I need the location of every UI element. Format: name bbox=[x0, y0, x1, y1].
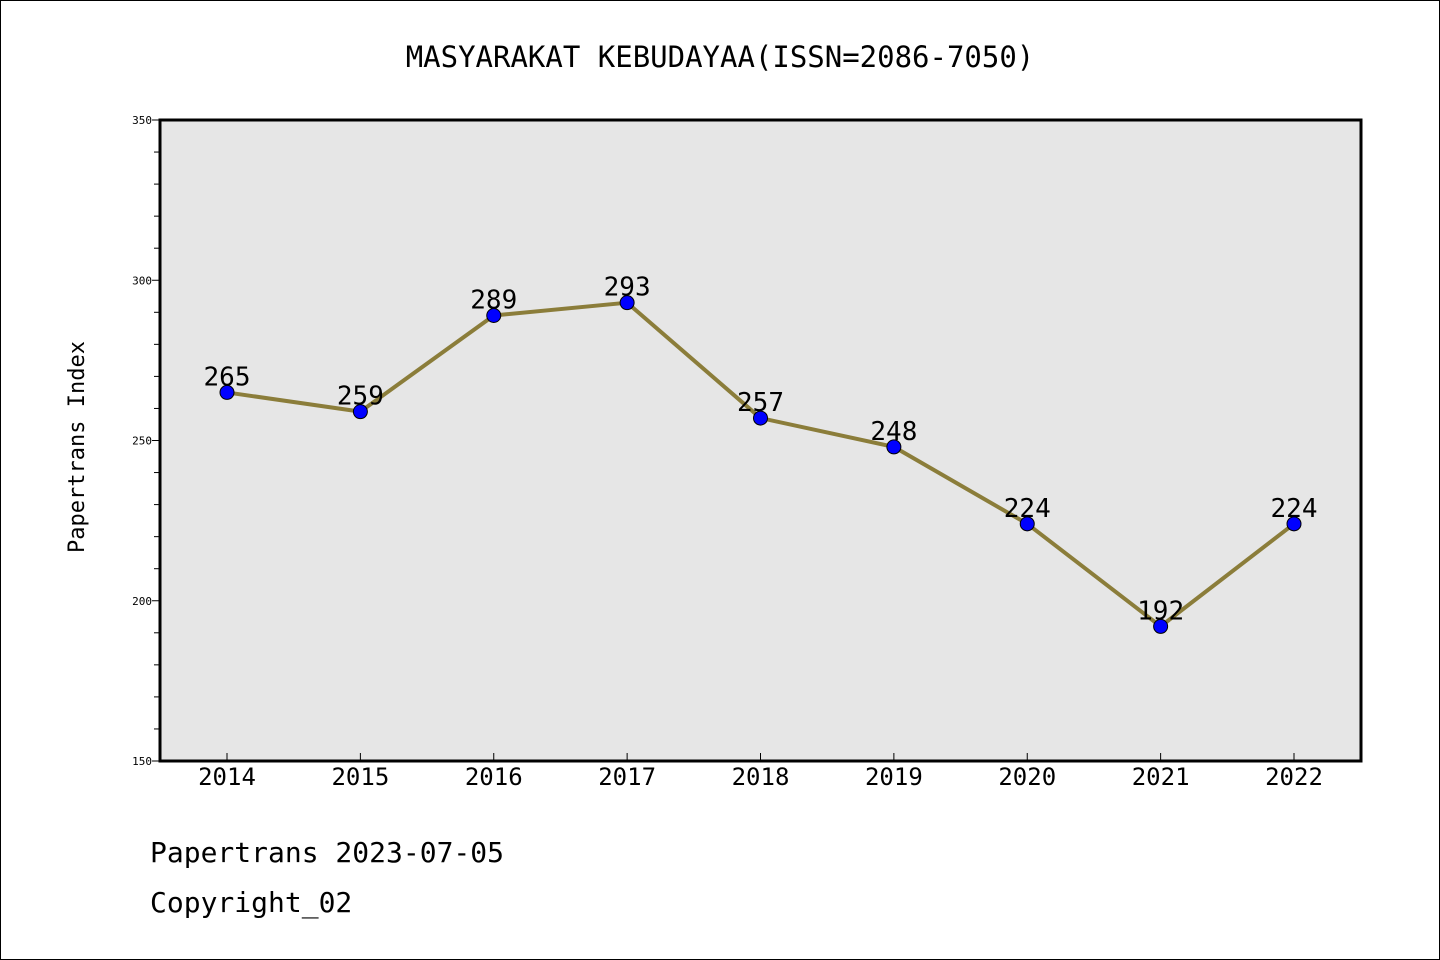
data-point-marker bbox=[352, 404, 368, 420]
y-tick-label: 350 bbox=[132, 114, 152, 127]
x-tick-label: 2015 bbox=[331, 763, 389, 791]
data-label: 257 bbox=[737, 388, 784, 418]
footer-date-text: Papertrans 2023-07-05 bbox=[150, 836, 505, 869]
x-tick-label: 2021 bbox=[1132, 763, 1190, 791]
x-tick-label: 2022 bbox=[1265, 763, 1323, 791]
chart-title: MASYARAKAT KEBUDAYAA(ISSN=2086-7050) bbox=[406, 40, 1035, 74]
data-point-marker bbox=[1153, 618, 1169, 634]
data-label: 265 bbox=[204, 362, 251, 392]
x-tick-label: 2016 bbox=[465, 763, 523, 791]
data-point-marker bbox=[486, 308, 502, 324]
data-label: 259 bbox=[337, 382, 384, 412]
data-label: 224 bbox=[1004, 494, 1051, 524]
y-tick-label: 300 bbox=[132, 274, 152, 287]
y-axis-label: Papertrans Index bbox=[65, 341, 90, 553]
data-label: 224 bbox=[1271, 494, 1318, 524]
data-label: 248 bbox=[870, 417, 917, 447]
data-point-marker bbox=[1019, 516, 1035, 532]
x-tick-label: 2019 bbox=[865, 763, 923, 791]
footer-copyright-text: Copyright_02 bbox=[150, 886, 353, 919]
data-point-marker bbox=[219, 384, 235, 400]
data-point-marker bbox=[619, 295, 635, 311]
plot-area bbox=[158, 118, 1363, 763]
data-label: 192 bbox=[1137, 596, 1184, 626]
data-label: 293 bbox=[604, 273, 651, 303]
x-tick-label: 2018 bbox=[732, 763, 790, 791]
data-point-marker bbox=[1286, 516, 1302, 532]
data-point-marker bbox=[886, 439, 902, 455]
y-tick-label: 200 bbox=[132, 595, 152, 608]
y-tick-label: 150 bbox=[132, 755, 152, 768]
x-tick-label: 2017 bbox=[598, 763, 656, 791]
data-point-marker bbox=[753, 410, 768, 426]
data-label: 289 bbox=[470, 286, 517, 316]
y-tick-label: 250 bbox=[132, 435, 152, 448]
x-tick-label: 2020 bbox=[998, 763, 1056, 791]
x-tick-label: 2014 bbox=[198, 763, 256, 791]
